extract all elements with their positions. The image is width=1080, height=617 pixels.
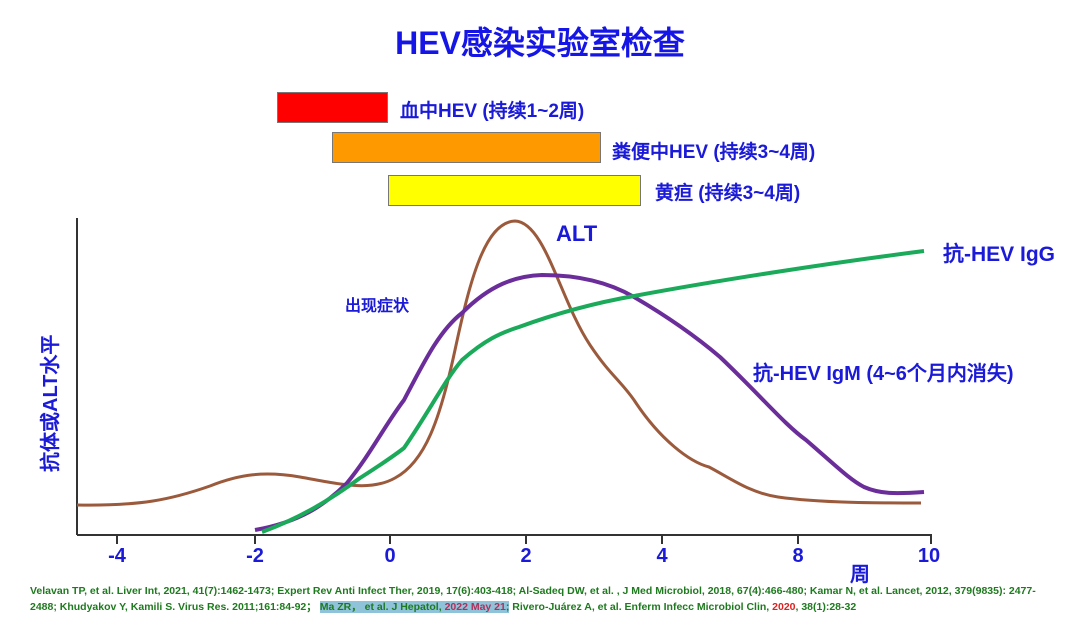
references: Velavan TP, et al. Liver Int, 2021, 41(7…	[30, 583, 1060, 615]
label-alt: ALT	[556, 221, 598, 246]
label-igg: 抗-HEV IgG	[943, 243, 1056, 266]
y-axis-label: 抗体或ALT水平	[40, 334, 62, 472]
x-tick-label: -2	[246, 545, 264, 567]
reference-text: Rivero-Juárez A, et al. Enferm Infecc Mi…	[509, 601, 773, 613]
highlighted-reference: Ma ZR， et al. J Hepatol, 2022 May 21;	[319, 601, 510, 613]
igm-curve	[254, 272, 925, 532]
x-tick-label: 2	[520, 545, 532, 567]
x-tick-label: 0	[384, 545, 396, 567]
igg-curve	[261, 249, 925, 534]
x-tick-label: 8	[792, 545, 804, 567]
bar-blood-hev	[277, 92, 388, 123]
reference-text: , 38(1):28-32	[795, 601, 857, 613]
x-axis-label: 周	[850, 564, 870, 586]
x-tick-label: 4	[656, 545, 668, 567]
label-jaundice: 黄疸 (持续3~4周)	[655, 183, 801, 204]
bar-jaundice	[388, 175, 641, 206]
reference-text: Ma ZR， et al. J Hepatol,	[319, 601, 445, 613]
page-title: HEV感染实验室检查	[395, 25, 685, 61]
label-blood-hev: 血中HEV (持续1~2周)	[400, 101, 585, 122]
x-ticks	[116, 535, 932, 544]
x-tick-label: -4	[108, 545, 126, 567]
reference-text: ;	[505, 601, 510, 613]
alt-curve	[76, 219, 922, 507]
x-tick-label: 10	[917, 545, 941, 567]
reference-year: 2020	[772, 601, 796, 613]
reference-date: 2022 May 21	[444, 601, 506, 613]
annotation-symptoms: 出现症状	[345, 298, 410, 315]
label-stool-hev: 粪便中HEV (持续3~4周)	[612, 142, 816, 163]
reference-text: Velavan TP, et al. Liver Int, 2021, 41(7…	[30, 585, 1036, 613]
label-igm: 抗-HEV IgM (4~6个月内消失)	[753, 363, 1014, 385]
bar-stool-hev	[332, 132, 601, 163]
